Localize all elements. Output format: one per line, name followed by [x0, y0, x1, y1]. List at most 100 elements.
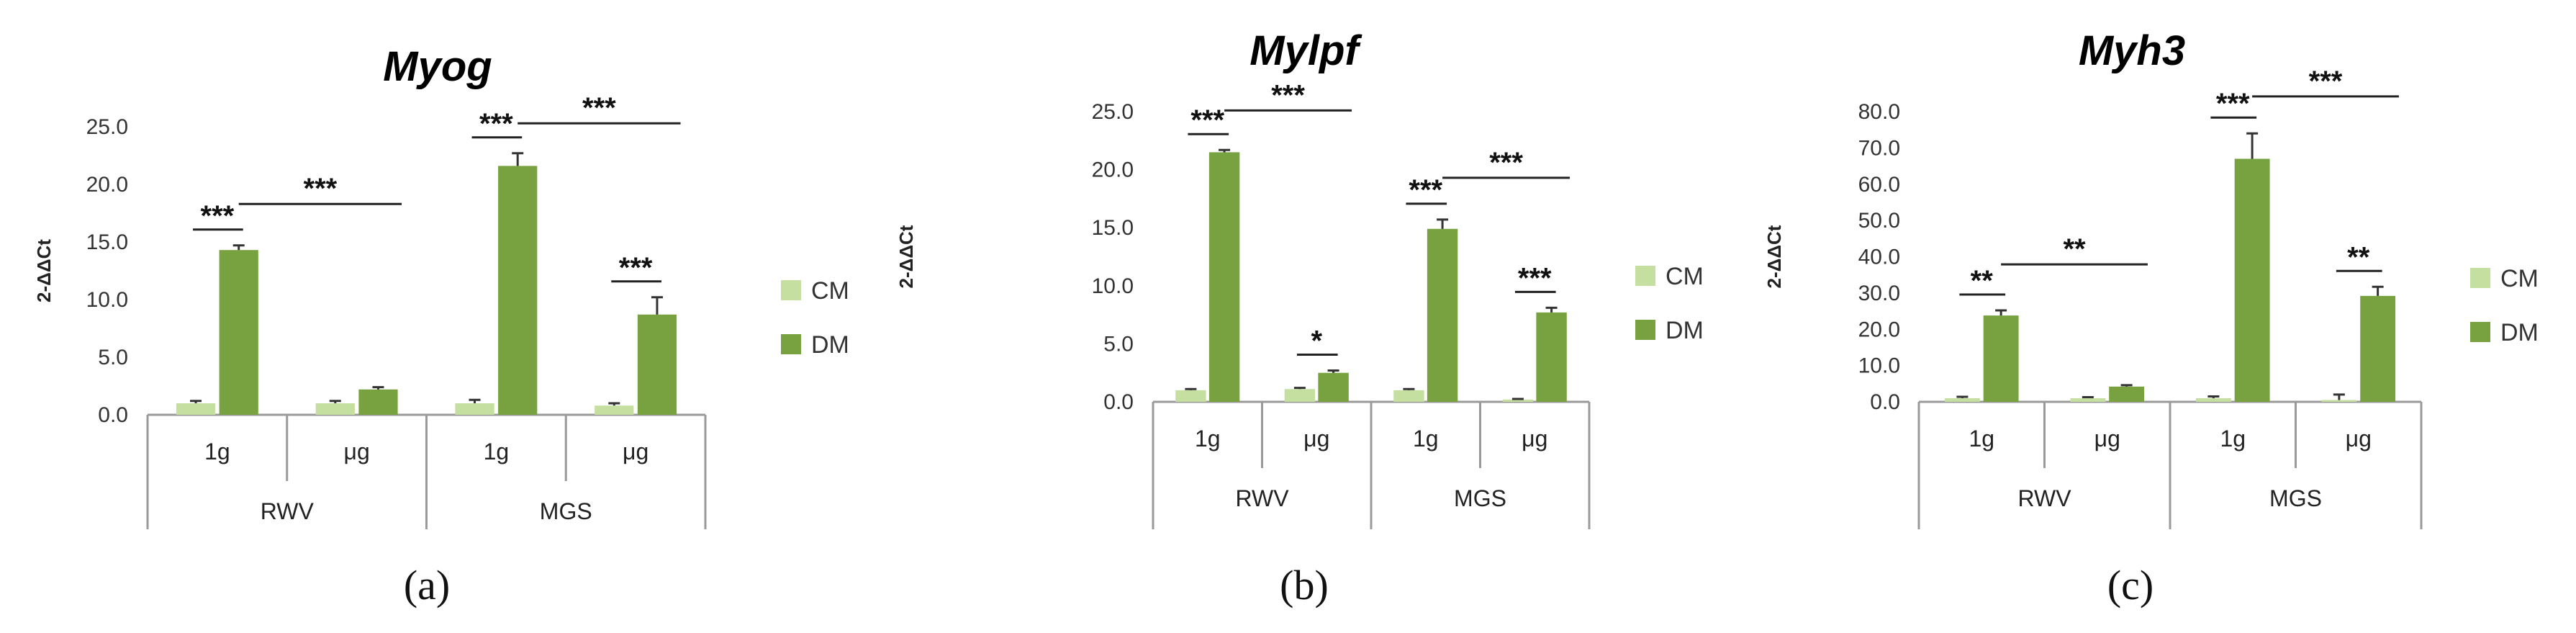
- significance-stars: ***: [2216, 88, 2250, 120]
- bar-dm: [1427, 228, 1458, 402]
- bar-cm: [2195, 398, 2231, 402]
- x-category-label: μg: [1522, 426, 1547, 452]
- bar-cm: [455, 403, 494, 415]
- y-tick-label: 5.0: [98, 346, 128, 369]
- bar-cm: [2321, 400, 2357, 402]
- legend-swatch-cm: [781, 280, 801, 300]
- y-tick-label: 70.0: [1858, 136, 1900, 160]
- bar-dm: [219, 250, 258, 415]
- panel-c: Myh3 2-ΔΔCt 0.0 10.0 20.0 30.0 40.0 50.0 60.0 70.…: [1763, 27, 2539, 609]
- x-category-label: 1g: [484, 439, 510, 464]
- legend-label: CM: [1666, 263, 1704, 290]
- x-category-label: 1g: [1195, 426, 1221, 452]
- panel-a: Myog 2-ΔΔCt 0.0 5.0 10.0 15.0 20.0 25.0 1g μg 1g μg…: [33, 43, 849, 609]
- x-group-label: RWV: [261, 498, 315, 524]
- x-group-label: MGS: [2269, 485, 2322, 511]
- bar-cm: [1502, 399, 1534, 402]
- y-tick-label: 20.0: [1858, 318, 1900, 341]
- bar-dm: [1983, 315, 2019, 402]
- legend-label: DM: [2500, 319, 2539, 346]
- y-tick-label: 20.0: [86, 173, 128, 197]
- bar-cm: [2070, 398, 2106, 402]
- significance-stars: ***: [2309, 66, 2343, 97]
- y-tick-label: 20.0: [1092, 158, 1134, 182]
- x-category-label: 1g: [1413, 426, 1439, 452]
- x-group-label: MGS: [540, 498, 592, 524]
- significance-stars: ***: [1518, 262, 1552, 294]
- bar-dm: [2360, 295, 2396, 402]
- bar-cm: [1944, 398, 1980, 402]
- significance-stars: ***: [1271, 79, 1305, 111]
- y-tick-label: 15.0: [86, 230, 128, 254]
- bar-cm: [315, 403, 355, 415]
- chart-title: Myog: [383, 43, 492, 90]
- bar-cm: [1175, 390, 1206, 402]
- y-tick-label: 10.0: [1858, 354, 1900, 378]
- significance-stars: **: [1971, 265, 1994, 297]
- y-tick-label: 10.0: [1092, 274, 1134, 298]
- y-tick-label: 25.0: [86, 115, 128, 139]
- y-axis-label: 2-ΔΔCt: [895, 225, 917, 288]
- x-group-label: RWV: [1235, 485, 1289, 511]
- x-category-label: μg: [2094, 426, 2120, 452]
- significance-stars: ***: [619, 252, 653, 284]
- y-axis-label: 2-ΔΔCt: [33, 239, 55, 302]
- bar-cm: [1284, 389, 1316, 402]
- bar-cm: [595, 405, 634, 415]
- x-category-label: μg: [344, 439, 370, 464]
- y-tick-label: 25.0: [1092, 100, 1134, 124]
- y-tick-label: 0.0: [98, 403, 128, 427]
- legend-swatch-dm: [781, 334, 801, 354]
- significance-stars: ***: [479, 108, 513, 140]
- x-category-label: μg: [2346, 426, 2372, 452]
- x-group-label: MGS: [1454, 485, 1506, 511]
- significance-stars: ***: [201, 200, 235, 232]
- bar-dm: [2234, 158, 2270, 403]
- significance-stars: **: [2063, 233, 2086, 265]
- y-tick-label: 30.0: [1858, 282, 1900, 305]
- y-tick-label: 10.0: [86, 288, 128, 312]
- significance-stars: *: [1311, 325, 1322, 356]
- panel-label: (c): [2107, 562, 2154, 609]
- chart-title: Mylpf: [1249, 27, 1362, 74]
- y-tick-label: 60.0: [1858, 173, 1900, 197]
- bar-dm: [358, 389, 398, 415]
- panel-label: (b): [1280, 562, 1329, 609]
- x-group-label: RWV: [2017, 485, 2071, 511]
- chart-title: Myh3: [2079, 27, 2185, 74]
- x-category-label: 1g: [204, 439, 230, 464]
- bar-dm: [498, 166, 538, 415]
- bar-dm: [1318, 372, 1349, 402]
- y-tick-label: 0.0: [1103, 390, 1134, 414]
- x-category-label: μg: [1303, 426, 1329, 452]
- legend-swatch-dm: [1635, 320, 1655, 340]
- y-tick-label: 5.0: [1103, 332, 1134, 356]
- bar-cm: [1393, 390, 1424, 402]
- x-category-label: 1g: [1969, 426, 1994, 452]
- y-tick-label: 80.0: [1858, 100, 1900, 124]
- significance-stars: ***: [1489, 147, 1523, 179]
- x-category-label: 1g: [2220, 426, 2246, 452]
- panel-label: (a): [404, 562, 450, 609]
- panel-b: Mylpf 2-ΔΔCt 0.0 5.0 10.0 15.0 20.0 25.0 1g μg 1g μ…: [895, 27, 1704, 609]
- bar-dm: [2109, 386, 2145, 402]
- legend-swatch-cm: [2470, 268, 2490, 288]
- legend-label: CM: [2500, 265, 2539, 292]
- legend-label: DM: [811, 331, 849, 359]
- bar-dm: [1536, 312, 1567, 402]
- legend-label: DM: [1666, 317, 1704, 344]
- significance-stars: ***: [304, 173, 338, 205]
- significance-stars: ***: [582, 92, 616, 124]
- y-axis-label: 2-ΔΔCt: [1763, 225, 1785, 288]
- y-tick-label: 50.0: [1858, 209, 1900, 233]
- y-tick-label: 15.0: [1092, 216, 1134, 240]
- significance-stars: ***: [1409, 174, 1442, 206]
- legend-swatch-cm: [1635, 266, 1655, 286]
- legend-swatch-dm: [2470, 322, 2490, 342]
- bar-cm: [176, 403, 216, 415]
- y-tick-label: 40.0: [1858, 246, 1900, 269]
- legend-label: CM: [811, 277, 849, 305]
- significance-stars: ***: [1190, 104, 1224, 136]
